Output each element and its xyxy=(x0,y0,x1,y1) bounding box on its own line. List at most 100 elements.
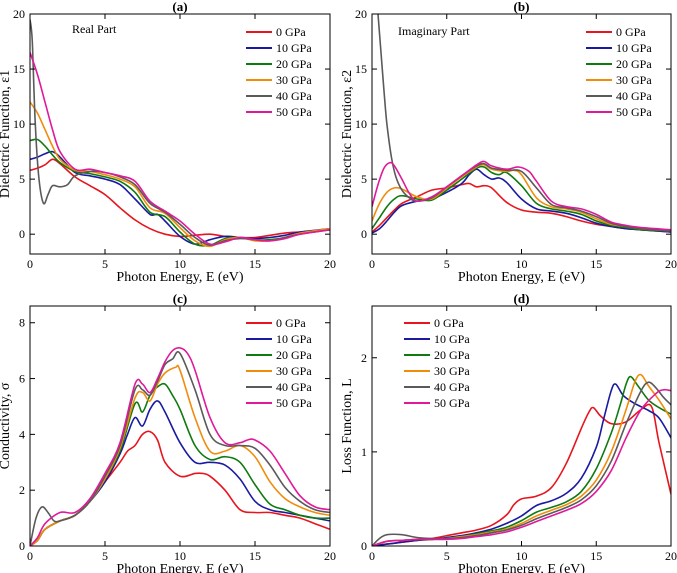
series-line-10-gpa xyxy=(30,150,330,245)
x-tick-label: 0 xyxy=(369,549,375,563)
series-line-40-gpa xyxy=(377,14,671,232)
series-line-0-gpa xyxy=(372,182,671,233)
legend-label: 30 GPa xyxy=(434,364,470,378)
y-tick-label: 0 xyxy=(19,227,25,241)
y-axis-title: Dielectric Function, ε2 xyxy=(340,70,355,198)
x-tick-label: 15 xyxy=(590,549,602,563)
x-axis-title: Photon Energy, E (eV) xyxy=(458,270,585,285)
x-tick-label: 5 xyxy=(444,549,450,563)
panel-1: 0 5 10 15 20 0 5 10 15 20 (b) Photon Energy, E (eV)… xyxy=(340,0,677,285)
x-axis-title: Photon Energy, E (eV) xyxy=(458,562,585,573)
plot-area xyxy=(30,346,330,546)
panel-label: (d) xyxy=(514,291,530,306)
legend-label: 40 GPa xyxy=(276,89,312,103)
legend-label: 50 GPa xyxy=(276,396,312,410)
legend-label: 20 GPa xyxy=(434,348,470,362)
x-tick-label: 15 xyxy=(249,257,261,271)
legend-label: 0 GPa xyxy=(434,316,464,330)
y-tick-label: 15 xyxy=(355,62,367,76)
legend: 0 GPa 10 GPa 20 GPa 30 GPa 40 GPa 50 GPa xyxy=(246,25,312,119)
legend-label: 40 GPa xyxy=(434,380,470,394)
legend-label: 0 GPa xyxy=(276,25,306,39)
x-tick-label: 0 xyxy=(27,257,33,271)
x-tick-label: 10 xyxy=(516,549,528,563)
x-tick-label: 5 xyxy=(444,257,450,271)
plot-frame xyxy=(371,305,672,547)
y-tick-label: 10 xyxy=(13,117,25,131)
x-tick-label: 20 xyxy=(324,549,336,563)
x-tick-label: 5 xyxy=(102,257,108,271)
series-line-30-gpa xyxy=(372,163,671,232)
x-tick-label: 5 xyxy=(102,549,108,563)
y-tick-label: 20 xyxy=(13,7,25,21)
legend: 0 GPa 10 GPa 20 GPa 30 GPa 40 GPa 50 GPa xyxy=(246,316,312,410)
y-tick-label: 15 xyxy=(13,62,25,76)
y-tick-label: 4 xyxy=(19,427,25,441)
legend-label: 10 GPa xyxy=(276,332,312,346)
y-tick-label: 2 xyxy=(19,483,25,497)
legend-label: 40 GPa xyxy=(276,380,312,394)
x-tick-label: 20 xyxy=(324,257,336,271)
legend-label: 30 GPa xyxy=(276,364,312,378)
legend-label: 30 GPa xyxy=(276,73,312,87)
x-tick-label: 10 xyxy=(174,257,186,271)
panel-0: 0 5 10 15 20 0 5 10 15 20 (a) Photon Energy, E (eV)… xyxy=(0,0,336,285)
y-axis-title: Loss Function, L xyxy=(340,378,355,473)
y-tick-label: 8 xyxy=(19,316,25,330)
series-line-50-gpa xyxy=(30,346,330,546)
series-line-0-gpa xyxy=(30,430,330,546)
x-tick-label: 10 xyxy=(174,549,186,563)
y-tick-label: 0 xyxy=(19,539,25,553)
plot-area xyxy=(372,373,671,546)
legend-label: 10 GPa xyxy=(434,332,470,346)
y-axis-title: Dielectric Function, ε1 xyxy=(0,70,13,198)
panel-annotation: Real Part xyxy=(72,22,117,36)
panel-2: 0 5 10 15 20 0 2 4 6 8 (c) Photon Energy, E (eV) Con… xyxy=(0,291,336,573)
x-tick-label: 15 xyxy=(249,549,261,563)
legend-label: 0 GPa xyxy=(276,316,306,330)
legend-label: 50 GPa xyxy=(276,105,312,119)
plot-area xyxy=(372,14,671,234)
series-line-10-gpa xyxy=(372,168,671,234)
x-tick-label: 15 xyxy=(590,257,602,271)
series-line-20-gpa xyxy=(30,138,330,247)
legend-label: 20 GPa xyxy=(276,348,312,362)
y-tick-label: 2 xyxy=(361,351,367,365)
legend-label: 30 GPa xyxy=(616,73,652,87)
legend-label: 20 GPa xyxy=(276,57,312,71)
panel-3: 0 5 10 15 20 0 1 2 (d) Photon Energy, E (eV) Loss … xyxy=(340,291,677,573)
panel-annotation: Imaginary Part xyxy=(398,24,470,38)
series-line-0-gpa xyxy=(30,158,330,239)
y-tick-label: 0 xyxy=(361,227,367,241)
legend-label: 50 GPa xyxy=(616,105,652,119)
panel-label: (b) xyxy=(514,0,530,14)
x-tick-label: 0 xyxy=(369,257,375,271)
series-line-20-gpa xyxy=(372,375,671,546)
y-tick-label: 5 xyxy=(19,172,25,186)
panel-label: (a) xyxy=(172,0,187,14)
y-axis-title: Conductivity, σ xyxy=(0,382,13,469)
x-tick-label: 10 xyxy=(516,257,528,271)
series-line-50-gpa xyxy=(30,52,330,246)
series-line-50-gpa xyxy=(372,160,671,231)
x-axis-title: Photon Energy, E (eV) xyxy=(116,270,243,285)
y-tick-label: 0 xyxy=(361,539,367,553)
series-line-40-gpa xyxy=(30,351,330,546)
y-tick-label: 6 xyxy=(19,372,25,386)
legend-label: 0 GPa xyxy=(616,25,646,39)
x-tick-label: 20 xyxy=(665,549,677,563)
panel-label: (c) xyxy=(173,291,187,306)
legend-label: 50 GPa xyxy=(434,396,470,410)
x-axis-title: Photon Energy, E (eV) xyxy=(116,562,243,573)
y-tick-label: 10 xyxy=(355,117,367,131)
legend-label: 10 GPa xyxy=(276,41,312,55)
x-tick-label: 0 xyxy=(27,549,33,563)
legend-label: 40 GPa xyxy=(616,89,652,103)
legend: 0 GPa 10 GPa 20 GPa 30 GPa 40 GPa 50 GPa xyxy=(586,25,652,119)
y-tick-label: 1 xyxy=(361,445,367,459)
series-line-40-gpa xyxy=(372,381,671,546)
series-line-20-gpa xyxy=(372,165,671,232)
y-tick-label: 5 xyxy=(361,172,367,186)
legend-label: 10 GPa xyxy=(616,41,652,55)
legend: 0 GPa 10 GPa 20 GPa 30 GPa 40 GPa 50 GPa xyxy=(404,316,470,410)
